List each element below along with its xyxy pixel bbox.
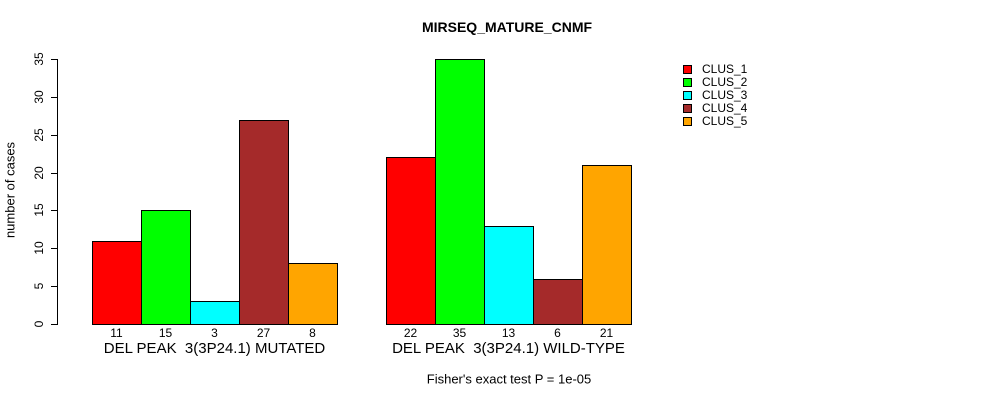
legend-swatch-clus_3 [683, 90, 692, 100]
y-axis-tick [51, 96, 58, 98]
y-axis-tick [51, 172, 58, 174]
bar-value-label: 13 [501, 326, 516, 340]
legend-label: CLUS_2 [702, 75, 748, 89]
bar-clus_2 [141, 210, 191, 325]
bar-clus_5 [288, 263, 338, 325]
bar-value-label: 6 [554, 326, 561, 340]
y-axis-tick [51, 324, 58, 325]
bar-value-label: 8 [309, 326, 316, 340]
y-axis-tick [51, 134, 58, 136]
bar-clus_4 [533, 278, 583, 325]
bar-clus_2 [435, 59, 485, 325]
legend-label: CLUS_4 [702, 101, 748, 115]
caption-fishers-test: Fisher's exact test P = 1e-05 [426, 371, 592, 387]
legend-swatch-clus_4 [683, 103, 692, 113]
bar-value-label: 15 [158, 326, 173, 340]
bar-value-label: 35 [452, 326, 467, 340]
legend-swatch-clus_5 [683, 116, 692, 126]
bar-clus_1 [92, 240, 142, 325]
bar-value-label: 22 [403, 326, 418, 340]
legend-label: CLUS_3 [702, 88, 748, 102]
y-axis-line [57, 59, 58, 325]
legend-swatch-clus_2 [683, 77, 692, 87]
bar-clus_5 [582, 165, 632, 325]
legend-label: CLUS_1 [702, 62, 748, 76]
y-axis-tick [51, 59, 58, 60]
chart-title: MIRSEQ_MATURE_CNMF [421, 19, 593, 35]
x-group-label: DEL PEAK 3(3P24.1) WILD-TYPE [392, 340, 625, 357]
bar-value-label: 27 [256, 326, 271, 340]
y-axis-tick [51, 210, 58, 212]
bar-clus_3 [484, 225, 534, 325]
legend-label: CLUS_5 [702, 114, 748, 128]
y-axis-tick [51, 248, 58, 250]
bar-value-label: 21 [599, 326, 614, 340]
bar-clus_4 [239, 119, 289, 325]
y-axis-tick [51, 286, 58, 288]
x-group-label: DEL PEAK 3(3P24.1) MUTATED [103, 340, 326, 357]
bar-value-label: 11 [110, 326, 123, 340]
legend-swatch-clus_1 [683, 64, 692, 74]
bar-value-label: 3 [211, 326, 218, 340]
